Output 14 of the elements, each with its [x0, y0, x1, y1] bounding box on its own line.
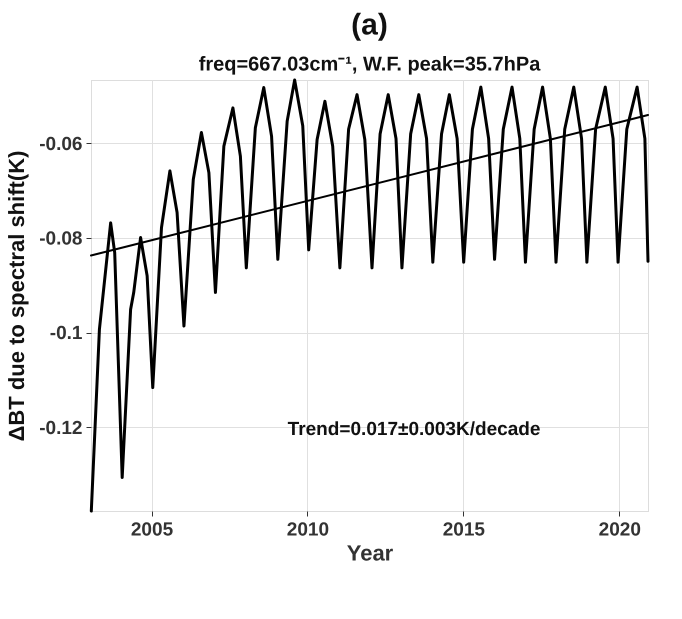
x-tick-label: 2005 — [130, 520, 174, 540]
line-series — [90, 78, 650, 512]
y-tick-label: -0.1 — [50, 323, 83, 344]
chart-subtitle: freq=667.03cm⁻¹, W.F. peak=35.7hPa — [198, 54, 542, 76]
x-tick-label: 2015 — [442, 520, 486, 540]
y-tick-label: -0.08 — [39, 228, 82, 250]
y-axis-title: ΔBT due to spectral shift(K) — [4, 150, 30, 442]
x-axis-title: Year — [346, 540, 394, 566]
y-tick-label: -0.12 — [39, 418, 82, 439]
x-tick-label: 2020 — [598, 520, 641, 540]
x-tick-label: 2010 — [286, 520, 330, 540]
annotation: Trend=0.017±0.003K/decade — [288, 419, 540, 440]
chart-title: (a) — [351, 8, 388, 42]
y-tick-label: -0.06 — [39, 134, 82, 155]
